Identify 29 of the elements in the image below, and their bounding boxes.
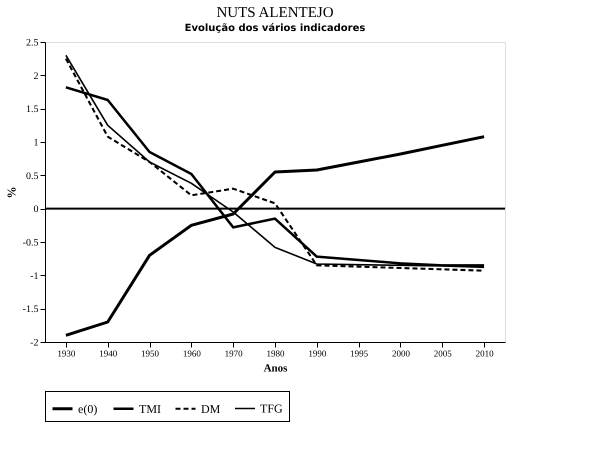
y-tick-label: 2.5 <box>26 38 38 48</box>
x-tick-label: 1930 <box>57 348 76 358</box>
x-axis-title: Anos <box>264 362 288 374</box>
x-tick-label: 1990 <box>308 348 327 358</box>
legend-label: TFG <box>260 402 284 416</box>
x-tick-label: 2000 <box>392 348 410 358</box>
legend-label: DM <box>201 402 221 416</box>
y-tick-label: 0 <box>34 204 38 216</box>
legend-label: TMI <box>139 402 161 416</box>
y-tick-label: 1.5 <box>26 104 38 116</box>
x-tick-label: 1940 <box>99 348 118 358</box>
x-tick-label: 1980 <box>266 348 285 358</box>
x-tick-label: 1995 <box>350 348 369 358</box>
y-tick-label: 2 <box>34 70 38 82</box>
y-axis-title: % <box>4 186 19 198</box>
y-tick-label: 0.5 <box>26 170 38 182</box>
y-tick-label: 1 <box>34 138 38 148</box>
y-tick-label: -1.5 <box>22 304 38 316</box>
chart-subtitle: Evolução dos vários indicadores <box>184 23 366 34</box>
x-tick-label: 1960 <box>182 348 202 358</box>
x-tick-label: 2005 <box>434 348 452 358</box>
y-tick-label: -0.5 <box>22 238 38 248</box>
legend-label: e(0) <box>78 402 98 416</box>
x-tick-label: 2010 <box>476 348 494 358</box>
y-tick-label: -1 <box>30 270 38 282</box>
x-tick-label: 1970 <box>224 348 244 358</box>
chart-title: NUTS ALENTEJO <box>216 5 334 21</box>
x-tick-label: 1950 <box>141 348 160 358</box>
y-tick-label: -2 <box>30 338 38 348</box>
